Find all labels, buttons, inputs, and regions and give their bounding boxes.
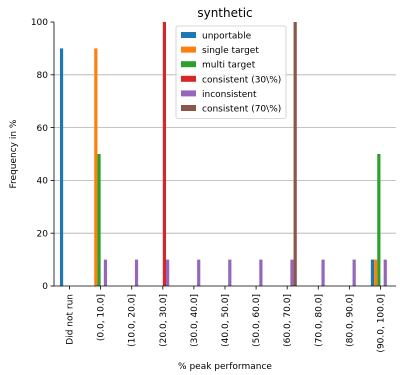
axes xyxy=(50,21,396,290)
bar xyxy=(97,154,101,286)
x-tick-label: (40.0, 50.0] xyxy=(221,294,231,347)
bar xyxy=(197,259,201,286)
legend-swatch xyxy=(181,75,196,82)
legend-entry: multi target xyxy=(202,61,256,71)
bar xyxy=(377,154,381,286)
bar xyxy=(290,259,294,286)
bar xyxy=(321,259,325,286)
y-tick-label: 60 xyxy=(37,124,49,134)
bar xyxy=(134,259,139,286)
bar xyxy=(228,259,232,286)
x-tick-label: (70.0, 80.0] xyxy=(314,294,324,347)
bars xyxy=(59,22,387,287)
legend-entry: unportable xyxy=(202,32,252,42)
legend-entry: inconsistent xyxy=(202,90,257,100)
tick-labels: 0 20 40 60 80 100 Did not run (0.0, 10.0] (10.0,… xyxy=(31,18,387,352)
legend-entry: consistent (30\%) xyxy=(202,75,281,85)
bar xyxy=(370,259,375,286)
legend: unportable single target multi target consi… xyxy=(175,25,287,119)
x-axis-label: % peak performance xyxy=(178,362,272,372)
x-tick-label: (90.0, 100.0] xyxy=(376,294,386,353)
y-tick-label: 40 xyxy=(37,177,49,187)
x-tick-label: Did not run xyxy=(66,294,76,345)
x-tick-label: (0.0, 10.0] xyxy=(97,294,107,341)
bar xyxy=(162,22,167,286)
bar xyxy=(374,259,378,286)
chart-title: synthetic xyxy=(197,6,252,20)
bar xyxy=(383,259,387,286)
y-tick-label: 100 xyxy=(31,18,48,28)
y-tick-label: 80 xyxy=(37,71,49,81)
legend-box xyxy=(175,25,287,119)
legend-entry: single target xyxy=(202,46,259,56)
x-tick-label: (30.0, 40.0] xyxy=(190,294,200,347)
bar xyxy=(293,22,297,286)
bar xyxy=(94,48,98,287)
y-axis-label: Frequency in % xyxy=(9,119,19,188)
legend-swatch xyxy=(181,90,196,97)
bar xyxy=(166,259,170,286)
bar xyxy=(352,259,356,286)
legend-swatch xyxy=(181,32,196,38)
y-tick-label: 20 xyxy=(37,229,49,239)
legend-swatch xyxy=(181,46,196,53)
x-tick-label: (80.0, 90.0] xyxy=(345,294,355,347)
bar xyxy=(59,48,64,287)
x-tick-label: (20.0, 30.0] xyxy=(159,294,169,347)
x-tick-label: (60.0, 70.0] xyxy=(283,294,293,347)
bar xyxy=(259,259,263,286)
y-tick-label: 0 xyxy=(42,282,48,292)
legend-entry: consistent (70\%) xyxy=(202,105,281,115)
x-tick-label: (50.0, 60.0] xyxy=(252,294,262,347)
legend-swatch xyxy=(181,61,196,68)
x-tick-label: (10.0, 20.0] xyxy=(128,294,138,347)
legend-swatch xyxy=(181,105,196,111)
bar xyxy=(103,259,108,286)
